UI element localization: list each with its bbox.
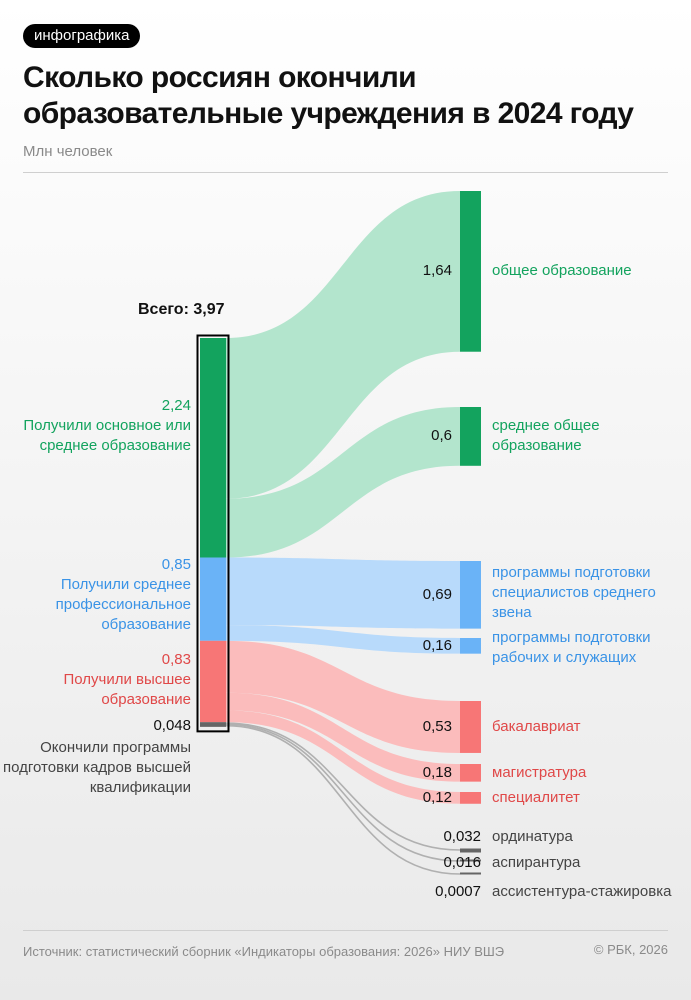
source-value: 0,048 <box>153 717 191 734</box>
target-value: 0,16 <box>422 636 452 654</box>
target-label: ассистентура-стажировка <box>492 883 672 900</box>
source-value: 0,85 <box>161 556 191 573</box>
source-text: Окончили программы подготовки кадров выс… <box>3 739 191 796</box>
target-node <box>460 407 481 466</box>
target-value: 0,69 <box>422 585 452 603</box>
target-label: специалитет <box>492 788 580 806</box>
source-node <box>200 557 226 641</box>
source-text: Получили основное или среднее образовани… <box>23 417 191 454</box>
target-node <box>460 561 481 629</box>
flow-link <box>226 692 460 782</box>
target-label: бакалавриат <box>492 717 581 735</box>
target-label: среднее общее образование <box>492 417 600 454</box>
target-node <box>460 792 481 804</box>
top-divider <box>23 172 668 173</box>
source-text: Получили среднее профессиональное образо… <box>55 576 191 633</box>
source-blue-label: 0,85 Получили среднее профессиональное о… <box>11 555 191 635</box>
target-label: аспирантура <box>492 854 581 871</box>
unit-subtitle: Млн человек <box>23 143 113 160</box>
target-node <box>460 859 481 862</box>
target-value: 0,6 <box>431 427 452 445</box>
flow-link <box>225 724 461 875</box>
target-value: 1,64 <box>422 262 452 280</box>
target-label: общее образование <box>492 262 632 279</box>
flow-link <box>226 191 460 499</box>
target-node <box>460 701 481 753</box>
target-label: ординатура <box>492 828 573 845</box>
flow-link <box>225 723 461 862</box>
source-value: 0,83 <box>161 651 191 668</box>
flow-link <box>225 722 461 851</box>
flow-link <box>226 640 460 753</box>
total-label: Всего: 3,97 <box>138 301 225 318</box>
target-value: 0,032 <box>443 828 481 845</box>
target-value: 0,53 <box>422 717 452 735</box>
target-label: программы подготовки рабочих и служащих <box>492 629 651 666</box>
flow-link <box>226 407 460 558</box>
source-node <box>200 338 226 558</box>
infographic-badge: инфографика <box>23 24 141 48</box>
source-red-label: 0,83 Получили высшее образование <box>21 650 191 710</box>
target-value: 0,016 <box>443 854 481 871</box>
flow-link <box>226 710 460 804</box>
target-node <box>460 848 481 853</box>
flow-link <box>226 557 460 629</box>
flow-link <box>226 625 460 654</box>
target-value: 0,18 <box>422 763 452 781</box>
total-box <box>196 334 230 733</box>
target-label: магистратура <box>492 763 587 781</box>
target-value: 0,12 <box>422 788 452 806</box>
source-note: Источник: статистический сборник «Индика… <box>23 944 505 959</box>
target-node <box>460 191 481 352</box>
target-node <box>460 872 481 875</box>
source-node <box>200 722 226 727</box>
target-label: программы подготовки специалистов средне… <box>492 564 656 621</box>
source-node <box>200 640 226 723</box>
target-node <box>460 764 481 782</box>
source-gray-label: 0,048 Окончили программы подготовки кадр… <box>1 716 191 798</box>
page-title: Сколько россиян окончили образовательные… <box>23 61 634 130</box>
source-text: Получили высшее образование <box>63 671 191 708</box>
copyright: © РБК, 2026 <box>593 942 668 957</box>
bottom-divider <box>23 930 668 931</box>
target-node <box>460 638 481 654</box>
target-value: 0,0007 <box>435 883 481 900</box>
source-value: 2,24 <box>161 397 191 414</box>
source-green-label: 2,24 Получили основное или среднее образ… <box>11 396 191 456</box>
